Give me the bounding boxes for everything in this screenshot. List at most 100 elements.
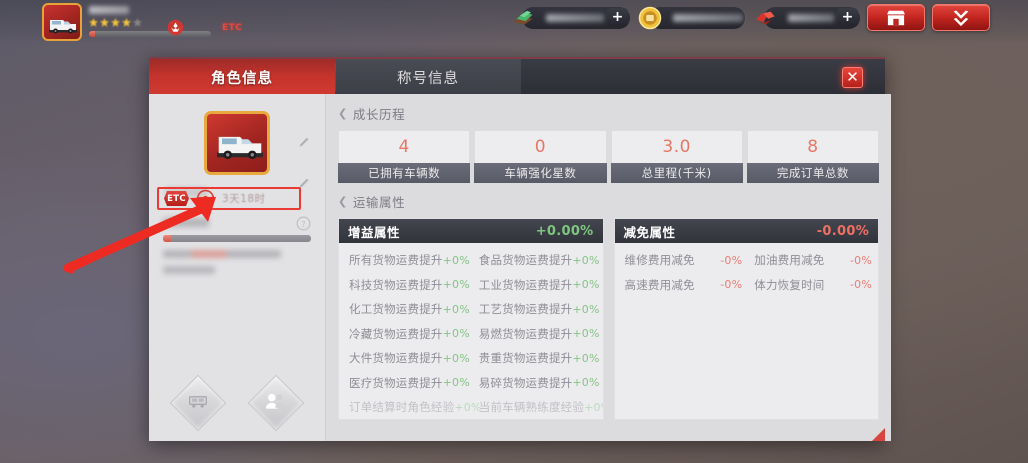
content-area: ❮ 成长历程 4 已拥有车辆数 0 车辆强化星数 3.0 总里程(千米) 8 bbox=[326, 94, 892, 441]
currency-gold[interactable] bbox=[637, 6, 745, 30]
attr-cell: 化工货物运费提升 +0% bbox=[341, 301, 471, 317]
attr-value: +0% bbox=[442, 253, 470, 267]
attr-value: +0% bbox=[572, 376, 600, 390]
attr-row: 大件货物运费提升 +0% 贵重货物运费提升 +0% bbox=[341, 346, 601, 371]
shop-button[interactable] bbox=[867, 4, 925, 31]
edit-avatar-icon[interactable] bbox=[298, 136, 311, 149]
character-exp-bar bbox=[163, 235, 311, 242]
stat-value: 3.0 bbox=[610, 130, 743, 163]
growth-section-header: ❮ 成长历程 bbox=[338, 104, 879, 123]
attr-name: 科技货物运费提升 bbox=[349, 277, 443, 292]
attr-name: 冷藏货物运费提升 bbox=[349, 326, 443, 341]
hud-exp-bar bbox=[89, 31, 211, 37]
hud-status-icons: ETC bbox=[167, 19, 242, 36]
character-sub-info-2 bbox=[163, 266, 215, 274]
hud-player-avatar[interactable] bbox=[42, 3, 82, 41]
stat-card: 0 车辆强化星数 bbox=[474, 130, 607, 183]
currency-gem[interactable]: + bbox=[752, 6, 860, 30]
reduce-rows: 维修费用减免 -0% 加油费用减免 -0% 高速费用减免 -0% bbox=[615, 243, 879, 297]
close-button[interactable]: ✕ bbox=[842, 67, 863, 88]
attr-value: +0% bbox=[442, 351, 470, 365]
attr-cell: 所有货物运费提升 +0% bbox=[341, 252, 471, 268]
currency-money[interactable]: + bbox=[510, 6, 630, 30]
attr-name: 所有货物运费提升 bbox=[349, 253, 443, 268]
attr-name: 食品货物运费提升 bbox=[478, 253, 573, 268]
attr-value: +0% bbox=[442, 376, 470, 390]
attr-cell: 高速费用减免 -0% bbox=[617, 277, 747, 293]
hud-etc-icon[interactable]: ETC bbox=[222, 22, 243, 33]
growth-section-title: 成长历程 bbox=[352, 107, 406, 122]
attr-cell: 食品货物运费提升 +0% bbox=[471, 252, 601, 268]
stat-card: 3.0 总里程(千米) bbox=[610, 130, 743, 183]
buff-attributes-panel: 增益属性 +0.00% 所有货物运费提升 +0% 食品货物运费提升 +0% bbox=[338, 218, 604, 420]
attr-value: -0% bbox=[849, 278, 873, 292]
attr-row: 科技货物运费提升 +0% 工业货物运费提升 +0% bbox=[341, 273, 601, 298]
attr-name: 维修费用减免 bbox=[624, 253, 695, 268]
stat-value: 4 bbox=[338, 130, 471, 163]
character-panel: ETC 3天18时 ? bbox=[149, 94, 326, 441]
attr-row: 所有货物运费提升 +0% 食品货物运费提升 +0% bbox=[341, 248, 601, 273]
attr-value: +0% bbox=[572, 253, 600, 267]
attribute-panels: 增益属性 +0.00% 所有货物运费提升 +0% 食品货物运费提升 +0% bbox=[338, 218, 880, 420]
stat-label: 已拥有车辆数 bbox=[338, 163, 471, 183]
reduce-panel-total: -0.00% bbox=[816, 223, 870, 239]
ruby-gem-icon bbox=[756, 11, 775, 24]
buff-panel-total: +0.00% bbox=[535, 223, 594, 239]
money-add-button[interactable]: + bbox=[607, 8, 628, 27]
attr-value: +0% bbox=[454, 400, 482, 414]
character-avatar[interactable] bbox=[204, 111, 270, 175]
tab-title-info[interactable]: 称号信息 bbox=[335, 59, 521, 96]
shop-icon bbox=[887, 10, 905, 25]
attr-row: 冷藏货物运费提升 +0% 易燃货物运费提升 +0% bbox=[341, 322, 601, 347]
attr-cell: 易燃货物运费提升 +0% bbox=[471, 326, 601, 342]
attr-name: 易燃货物运费提升 bbox=[478, 326, 573, 341]
attr-name: 工业货物运费提升 bbox=[478, 277, 573, 292]
attr-name: 化工货物运费提升 bbox=[349, 302, 443, 317]
garage-button[interactable] bbox=[169, 374, 227, 432]
attr-name: 大件货物运费提升 bbox=[349, 351, 443, 366]
attr-name: 高速费用减免 bbox=[624, 277, 695, 292]
guild-emblem-icon[interactable] bbox=[167, 19, 184, 36]
buff-panel-header: 增益属性 +0.00% bbox=[339, 219, 603, 243]
hud-player-block[interactable] bbox=[42, 3, 211, 41]
attr-value: +0% bbox=[584, 400, 602, 414]
attr-cell: 订单结算时角色经验 +0% bbox=[341, 399, 481, 415]
buff-panel-title: 增益属性 bbox=[348, 224, 401, 240]
collapse-button[interactable] bbox=[932, 4, 990, 31]
dialog-body: ETC 3天18时 ? bbox=[149, 94, 892, 441]
stat-label: 完成订单总数 bbox=[746, 163, 880, 183]
people-diamond-icon bbox=[265, 392, 287, 414]
question-mark-icon[interactable]: ? bbox=[296, 216, 311, 231]
stat-card: 4 已拥有车辆数 bbox=[338, 130, 471, 183]
money-value bbox=[546, 13, 604, 22]
attr-cell: 冷藏货物运费提升 +0% bbox=[341, 326, 471, 342]
friends-button[interactable] bbox=[247, 374, 305, 432]
gold-coin-icon bbox=[638, 6, 662, 29]
attr-cell: 加油费用减免 -0% bbox=[746, 252, 876, 268]
attr-value: -0% bbox=[720, 253, 743, 267]
edit-name-icon[interactable] bbox=[298, 177, 311, 190]
reduce-panel-header: 减免属性 -0.00% bbox=[614, 219, 879, 243]
stat-label: 总里程(千米) bbox=[610, 163, 743, 183]
attr-name: 易碎货物运费提升 bbox=[478, 375, 573, 390]
attr-name: 工艺货物运费提升 bbox=[478, 302, 573, 317]
attr-value: +0% bbox=[442, 278, 470, 292]
attr-name: 当前车辆熟练度经验 bbox=[478, 400, 585, 415]
tab-character-info[interactable]: 角色信息 bbox=[149, 59, 335, 98]
attr-cell: 医疗货物运费提升 +0% bbox=[341, 375, 471, 391]
money-pill[interactable]: + bbox=[522, 6, 630, 29]
character-info-dialog: 角色信息 称号信息 ✕ bbox=[149, 57, 892, 441]
attr-row: 维修费用减免 -0% 加油费用减免 -0% bbox=[617, 248, 877, 273]
stat-label: 车辆强化星数 bbox=[474, 163, 607, 183]
attr-cell: 工艺货物运费提升 +0% bbox=[471, 301, 601, 317]
chevron-left-icon: ❮ bbox=[338, 107, 348, 120]
transport-section-title: 运输属性 bbox=[352, 195, 406, 210]
truck-diamond-icon bbox=[188, 393, 208, 413]
attr-name: 贵重货物运费提升 bbox=[478, 351, 573, 366]
gem-pill[interactable]: + bbox=[764, 6, 860, 29]
etc-status-row[interactable]: ETC 3天18时 bbox=[157, 187, 301, 210]
attr-cell: 大件货物运费提升 +0% bbox=[341, 350, 471, 366]
gold-pill[interactable] bbox=[649, 6, 745, 29]
attr-value: +0% bbox=[572, 302, 600, 316]
gem-add-button[interactable]: + bbox=[837, 8, 858, 27]
